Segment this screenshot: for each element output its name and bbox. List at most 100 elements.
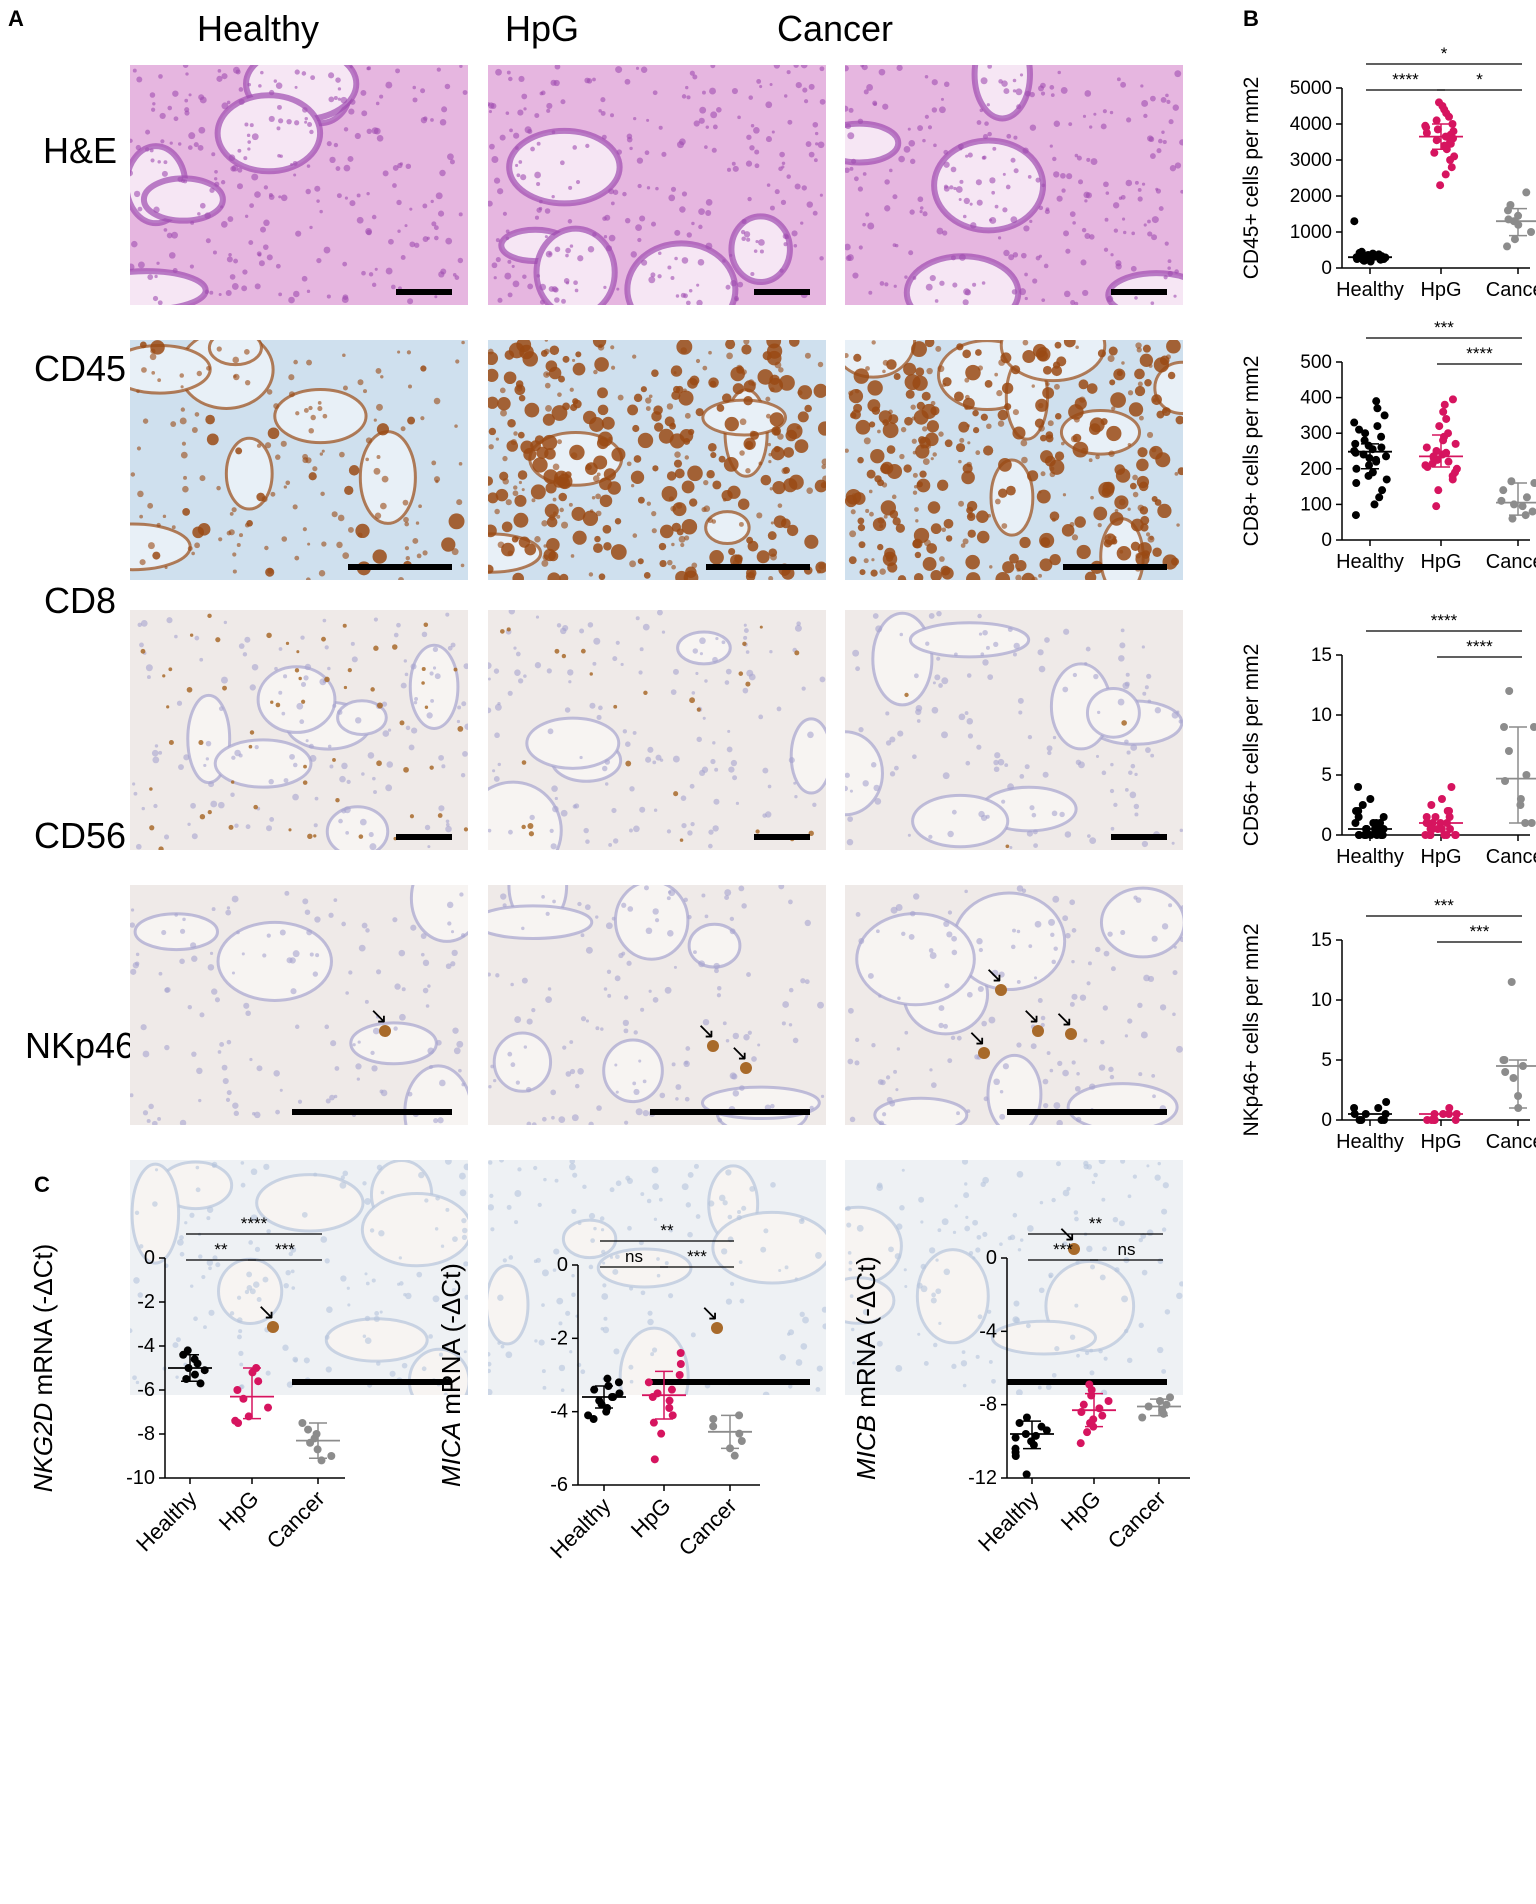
row-label-he: H&E	[42, 130, 118, 171]
data-point-healthy	[595, 1396, 604, 1405]
y-tick-label: 15	[1311, 645, 1332, 666]
data-point-healthy	[1372, 819, 1381, 827]
data-point-hpg	[1449, 134, 1458, 143]
panel-letter-b: B	[1243, 6, 1259, 31]
data-point-cancer	[1500, 1056, 1509, 1064]
data-point-hpg	[1429, 1116, 1438, 1124]
data-point-healthy	[1362, 825, 1371, 833]
data-point-hpg	[1440, 105, 1449, 114]
x-tick-label: Healthy	[1336, 551, 1404, 573]
data-point-hpg	[1089, 1422, 1098, 1431]
data-point-hpg	[1098, 1411, 1107, 1420]
data-point-cancer	[737, 1437, 746, 1445]
arrow-icon: ↘	[967, 1025, 987, 1051]
data-point-cancer	[1510, 235, 1519, 244]
data-point-cancer	[1505, 687, 1514, 695]
data-point-hpg	[1450, 152, 1459, 161]
data-point-hpg	[1439, 1110, 1448, 1118]
data-point-hpg	[1422, 129, 1431, 137]
data-point-hpg	[1448, 475, 1457, 484]
data-point-hpg	[668, 1411, 677, 1420]
x-tick-label: HpG	[1420, 551, 1461, 573]
data-point-cancer	[1507, 978, 1516, 986]
data-point-healthy	[1376, 255, 1385, 264]
data-point-cancer	[1506, 201, 1515, 209]
data-point-cancer	[1504, 747, 1513, 755]
data-point-healthy	[1359, 253, 1368, 262]
row-label-cd8: CD8	[43, 580, 117, 621]
data-point-hpg	[1452, 464, 1461, 473]
data-point-cancer	[312, 1430, 321, 1438]
x-tick-label: HpG	[1420, 846, 1461, 868]
data-point-healthy	[1358, 801, 1367, 809]
data-point-healthy	[1377, 831, 1386, 839]
panel-letter-c: C	[34, 1172, 50, 1197]
micrograph-cd45-cancer	[845, 340, 1183, 580]
arrow-icon: ↘	[257, 1299, 276, 1325]
data-point-healthy	[1377, 252, 1386, 261]
data-point-hpg	[1442, 109, 1451, 118]
arrow-icon: ↘	[1054, 1006, 1074, 1032]
data-point-cancer	[1507, 477, 1516, 486]
data-point-healthy	[1376, 819, 1385, 827]
data-point-healthy	[1354, 831, 1363, 839]
x-tick-label: HpG	[626, 1493, 676, 1543]
data-point-healthy	[1011, 1448, 1020, 1457]
data-point-healthy	[1372, 455, 1381, 464]
data-point-cancer	[1158, 1406, 1167, 1415]
y-tick-label: 10	[1311, 990, 1332, 1011]
data-point-cancer	[1503, 206, 1512, 215]
data-point-hpg	[1427, 1116, 1436, 1124]
data-point-healthy	[1365, 461, 1374, 470]
data-point-hpg	[1428, 819, 1437, 827]
data-point-hpg	[234, 1419, 243, 1427]
scale-bar	[1007, 1379, 1167, 1385]
y-tick-label: -6	[550, 1474, 568, 1496]
data-point-hpg	[1452, 1110, 1461, 1118]
data-point-healthy	[1377, 443, 1386, 452]
scale-bar	[650, 1379, 810, 1385]
data-point-healthy	[1380, 411, 1389, 420]
micrograph-he-healthy	[130, 65, 468, 305]
y-tick-label: -8	[137, 1423, 155, 1445]
data-point-healthy	[1377, 831, 1386, 839]
x-tick-label: Healthy	[973, 1486, 1043, 1556]
y-axis-label: CD56+ cells per mm2	[1240, 644, 1263, 846]
significance-label: *	[1441, 44, 1448, 63]
data-point-healthy	[1042, 1426, 1051, 1435]
data-point-hpg	[1451, 1116, 1460, 1124]
data-point-hpg	[1422, 443, 1431, 452]
arrow-icon: ↘	[984, 961, 1004, 987]
stained-cell	[1064, 1028, 1077, 1041]
micrograph-nkp46-cancer: ↘	[845, 1160, 1183, 1395]
data-point-healthy	[1350, 1104, 1359, 1112]
stained-cell	[267, 1321, 280, 1334]
data-point-hpg	[1447, 163, 1456, 172]
data-point-cancer	[709, 1415, 718, 1423]
data-point-healthy	[1352, 253, 1361, 262]
data-point-hpg	[1423, 819, 1432, 827]
data-point-cancer	[1159, 1409, 1168, 1418]
x-tick-label: Cancer	[1486, 846, 1536, 868]
data-point-hpg	[1433, 455, 1442, 464]
data-point-hpg	[1423, 463, 1432, 472]
data-point-hpg	[1445, 813, 1454, 821]
x-tick-label: Cancer	[1486, 1131, 1536, 1153]
arrow-icon: ↘	[1021, 1002, 1041, 1028]
data-point-healthy	[597, 1400, 606, 1409]
data-point-healthy	[1361, 429, 1370, 438]
data-point-healthy	[603, 1404, 612, 1412]
scale-bar	[1111, 289, 1167, 295]
data-point-healthy	[1354, 807, 1363, 815]
stained-cell	[706, 1040, 719, 1053]
micrograph-cd8-healthy	[130, 610, 468, 850]
data-point-healthy	[1382, 452, 1391, 461]
scale-bar	[1111, 834, 1167, 840]
arrow-icon: ↘	[1057, 1220, 1077, 1246]
data-point-healthy	[1351, 819, 1360, 827]
x-tick-label: Healthy	[1336, 279, 1404, 301]
data-point-healthy	[1375, 493, 1384, 502]
x-tick-label: Cancer	[1103, 1486, 1171, 1554]
y-tick-label: 3000	[1290, 150, 1332, 171]
data-point-healthy	[1378, 486, 1387, 495]
